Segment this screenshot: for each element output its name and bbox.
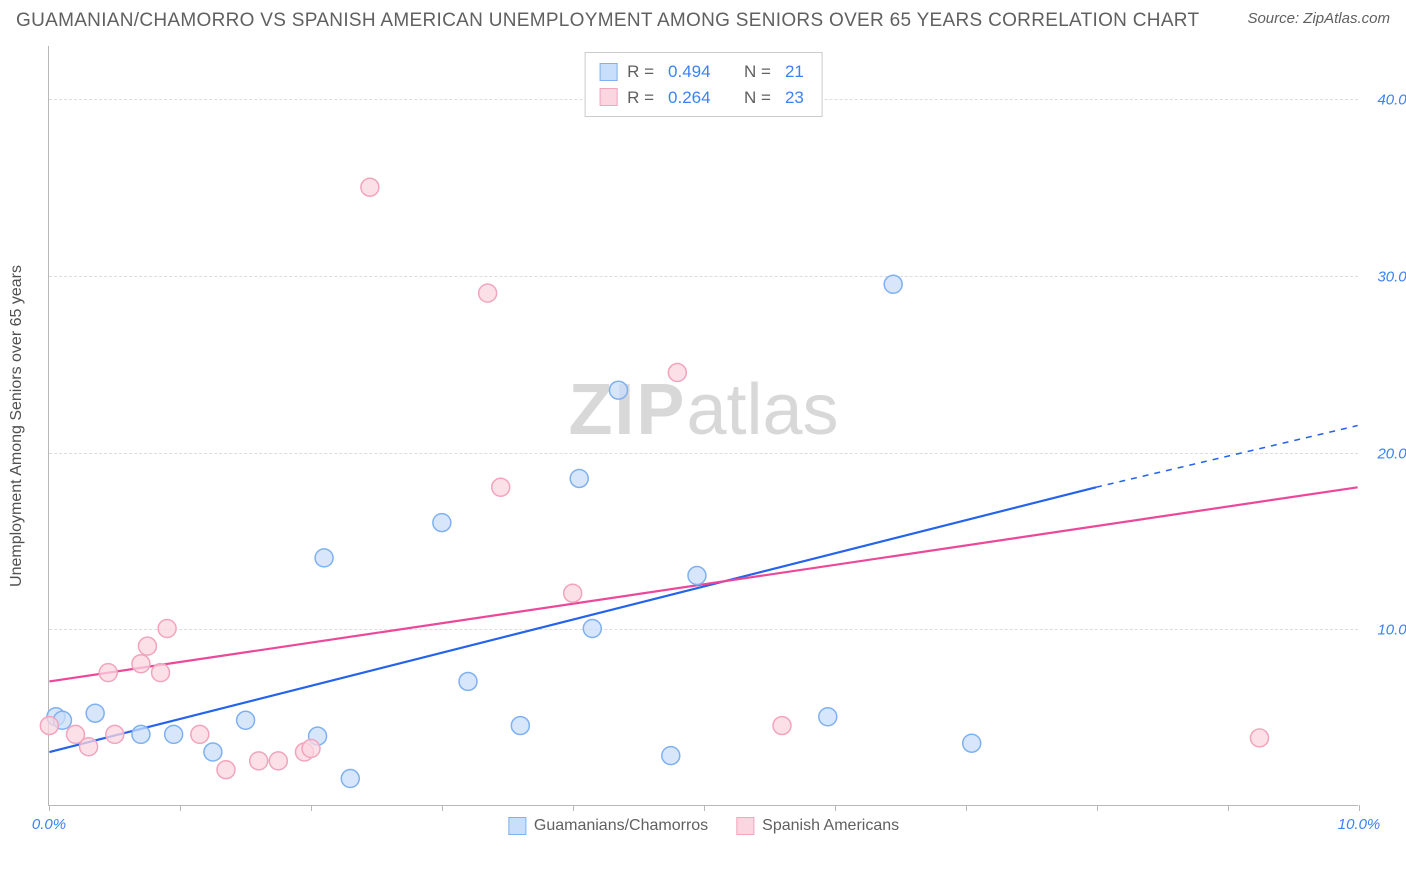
x-tick-label: 10.0%	[1338, 816, 1381, 833]
trend-line-dash-guamanian	[1096, 426, 1358, 488]
scatter-point-spanish	[138, 637, 156, 655]
stats-row-spanish: R = 0.264 N = 23	[599, 85, 808, 111]
scatter-point-guamanian	[819, 708, 837, 726]
scatter-point-spanish	[217, 761, 235, 779]
stats-row-guamanian: R = 0.494 N = 21	[599, 59, 808, 85]
stat-r-label: R =	[627, 85, 654, 111]
x-tick-mark	[835, 805, 836, 811]
x-tick-mark	[1359, 805, 1360, 811]
scatter-svg	[49, 46, 1358, 805]
scatter-point-spanish	[191, 725, 209, 743]
scatter-point-spanish	[492, 478, 510, 496]
x-tick-mark	[1228, 805, 1229, 811]
swatch-icon	[599, 63, 617, 81]
stat-n-label: N =	[744, 85, 771, 111]
x-tick-mark	[311, 805, 312, 811]
scatter-point-spanish	[773, 717, 791, 735]
scatter-point-spanish	[668, 364, 686, 382]
stat-r-value: 0.494	[664, 59, 715, 85]
scatter-point-guamanian	[204, 743, 222, 761]
x-tick-mark	[442, 805, 443, 811]
x-tick-mark	[966, 805, 967, 811]
x-tick-mark	[704, 805, 705, 811]
scatter-point-spanish	[302, 740, 320, 758]
scatter-point-spanish	[80, 738, 98, 756]
scatter-point-guamanian	[341, 770, 359, 788]
scatter-point-spanish	[158, 620, 176, 638]
x-tick-label: 0.0%	[32, 816, 66, 833]
stat-r-value: 0.264	[664, 85, 715, 111]
scatter-point-guamanian	[688, 567, 706, 585]
y-tick-label: 20.0%	[1377, 445, 1406, 462]
scatter-point-spanish	[40, 717, 58, 735]
x-tick-mark	[573, 805, 574, 811]
scatter-point-spanish	[361, 178, 379, 196]
scatter-point-guamanian	[662, 747, 680, 765]
x-tick-mark	[180, 805, 181, 811]
x-tick-mark	[1097, 805, 1098, 811]
swatch-icon	[736, 817, 754, 835]
y-tick-label: 30.0%	[1377, 268, 1406, 285]
scatter-point-guamanian	[609, 381, 627, 399]
scatter-point-guamanian	[884, 275, 902, 293]
scatter-point-spanish	[269, 752, 287, 770]
stat-n-value: 23	[781, 85, 808, 111]
scatter-point-spanish	[99, 664, 117, 682]
scatter-point-guamanian	[237, 711, 255, 729]
swatch-icon	[599, 88, 617, 106]
scatter-point-guamanian	[86, 704, 104, 722]
scatter-point-spanish	[250, 752, 268, 770]
scatter-point-spanish	[132, 655, 150, 673]
scatter-point-guamanian	[570, 469, 588, 487]
chart-plot-area: Unemployment Among Seniors over 65 years…	[48, 46, 1358, 806]
trend-line-spanish	[49, 487, 1357, 681]
scatter-point-spanish	[564, 584, 582, 602]
y-tick-label: 40.0%	[1377, 92, 1406, 109]
chart-title: GUAMANIAN/CHAMORRO VS SPANISH AMERICAN U…	[16, 10, 1199, 32]
x-tick-mark	[49, 805, 50, 811]
legend-bottom: Guamanians/Chamorros Spanish Americans	[508, 817, 899, 835]
swatch-icon	[508, 817, 526, 835]
source-label: Source: ZipAtlas.com	[1247, 10, 1390, 27]
scatter-point-guamanian	[165, 725, 183, 743]
trend-line-guamanian	[49, 487, 1096, 752]
stat-n-label: N =	[744, 59, 771, 85]
scatter-point-guamanian	[511, 717, 529, 735]
legend-label: Spanish Americans	[762, 817, 899, 835]
legend-item-spanish: Spanish Americans	[736, 817, 899, 835]
scatter-point-spanish	[1251, 729, 1269, 747]
scatter-point-guamanian	[459, 672, 477, 690]
scatter-point-guamanian	[132, 725, 150, 743]
stat-r-label: R =	[627, 59, 654, 85]
scatter-point-guamanian	[583, 620, 601, 638]
legend-label: Guamanians/Chamorros	[534, 817, 708, 835]
legend-item-guamanian: Guamanians/Chamorros	[508, 817, 708, 835]
stats-legend-box: R = 0.494 N = 21 R = 0.264 N = 23	[584, 52, 823, 117]
y-axis-label: Unemployment Among Seniors over 65 years	[8, 265, 26, 587]
stat-n-value: 21	[781, 59, 808, 85]
y-tick-label: 10.0%	[1377, 622, 1406, 639]
scatter-point-guamanian	[963, 734, 981, 752]
scatter-point-spanish	[106, 725, 124, 743]
scatter-point-spanish	[152, 664, 170, 682]
scatter-point-spanish	[479, 284, 497, 302]
scatter-point-guamanian	[315, 549, 333, 567]
scatter-point-guamanian	[433, 514, 451, 532]
